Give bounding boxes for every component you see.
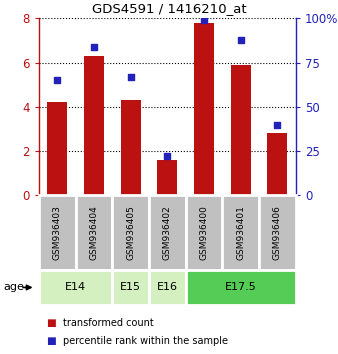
Bar xyxy=(112,270,149,305)
Bar xyxy=(76,195,112,270)
Point xyxy=(165,154,170,159)
Text: GSM936405: GSM936405 xyxy=(126,205,135,260)
Text: E15: E15 xyxy=(120,282,141,292)
Text: GSM936406: GSM936406 xyxy=(273,205,282,260)
Text: GSM936403: GSM936403 xyxy=(53,205,62,260)
Text: transformed count: transformed count xyxy=(63,318,153,328)
Bar xyxy=(231,65,251,195)
Text: GDS4591 / 1416210_at: GDS4591 / 1416210_at xyxy=(92,2,246,15)
Point xyxy=(201,17,207,23)
Point xyxy=(238,37,243,42)
Bar xyxy=(39,195,76,270)
Text: GSM936401: GSM936401 xyxy=(236,205,245,260)
Bar xyxy=(186,195,222,270)
Bar xyxy=(157,160,177,195)
Text: GSM936404: GSM936404 xyxy=(90,205,98,260)
Bar xyxy=(194,23,214,195)
Bar xyxy=(47,103,67,195)
Point xyxy=(128,74,133,80)
Bar xyxy=(222,195,259,270)
Text: age: age xyxy=(3,282,24,292)
Bar xyxy=(39,270,112,305)
Bar xyxy=(121,100,141,195)
Text: ■: ■ xyxy=(46,336,55,346)
Text: E14: E14 xyxy=(65,282,86,292)
Bar xyxy=(267,133,288,195)
Point xyxy=(54,78,60,83)
Bar xyxy=(149,195,186,270)
Text: E16: E16 xyxy=(157,282,178,292)
Bar xyxy=(149,270,186,305)
Text: E17.5: E17.5 xyxy=(225,282,257,292)
Bar xyxy=(259,195,296,270)
Text: ■: ■ xyxy=(46,318,55,328)
Text: GSM936402: GSM936402 xyxy=(163,205,172,260)
Bar xyxy=(186,270,296,305)
Point xyxy=(91,44,97,50)
Bar xyxy=(84,56,104,195)
Point xyxy=(275,122,280,127)
Text: GSM936400: GSM936400 xyxy=(199,205,209,260)
Text: percentile rank within the sample: percentile rank within the sample xyxy=(63,336,227,346)
Bar xyxy=(112,195,149,270)
